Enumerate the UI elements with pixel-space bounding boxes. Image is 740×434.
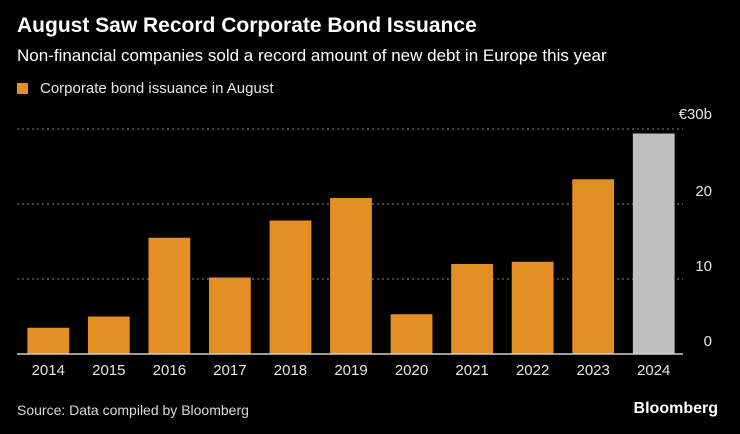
x-tick-label: 2014 <box>32 362 65 379</box>
y-tick-label: 10 <box>695 258 712 275</box>
bar-2023 <box>572 179 615 354</box>
bloomberg-logo: Bloomberg <box>633 400 718 417</box>
y-tick-label: 0 <box>704 333 712 350</box>
bar-2020 <box>390 314 433 354</box>
chart-title: August Saw Record Corporate Bond Issuanc… <box>17 14 477 37</box>
bar-2017 <box>209 277 251 354</box>
x-tick-label: 2020 <box>395 362 428 379</box>
x-tick-label: 2021 <box>455 362 488 379</box>
bar-2024 <box>632 133 675 354</box>
x-tick-label: 2015 <box>92 362 125 379</box>
x-tick-label: 2016 <box>153 362 186 379</box>
chart-subtitle: Non-financial companies sold a record am… <box>17 46 607 65</box>
bar-2021 <box>451 264 493 354</box>
y-tick-label: 20 <box>695 183 712 200</box>
x-tick-label: 2022 <box>516 362 549 379</box>
x-tick-label: 2019 <box>334 362 367 379</box>
x-tick-label: 2023 <box>576 362 609 379</box>
x-tick-label: 2024 <box>637 362 670 379</box>
bar-2019 <box>330 198 372 354</box>
legend-swatch <box>17 83 28 94</box>
bar-2018 <box>269 220 312 354</box>
source-note: Source: Data compiled by Bloomberg <box>17 402 249 418</box>
y-tick-label: €30b <box>679 106 712 123</box>
bar-2022 <box>511 261 554 354</box>
x-tick-label: 2017 <box>213 362 246 379</box>
x-tick-label: 2018 <box>274 362 307 379</box>
legend-label: Corporate bond issuance in August <box>40 80 274 97</box>
bar-2016 <box>148 237 191 354</box>
legend: Corporate bond issuance in August <box>17 80 274 97</box>
bar-2014 <box>27 327 70 354</box>
bar-2015 <box>87 316 130 354</box>
